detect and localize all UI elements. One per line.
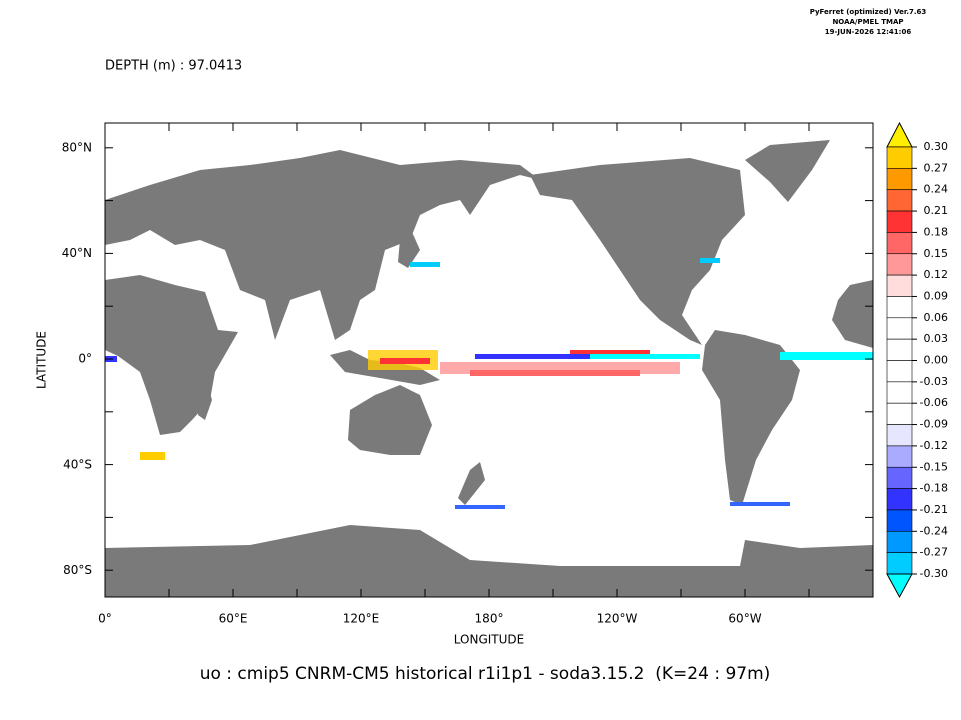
colorbar-label: 0.21 bbox=[924, 204, 949, 217]
land bbox=[832, 280, 873, 348]
caption: uo : cmip5 CNRM-CM5 historical r1i1p1 - … bbox=[200, 664, 771, 684]
depth-label: DEPTH (m) : 97.0413 bbox=[105, 59, 242, 74]
colorbar-cell bbox=[886, 360, 913, 383]
anomaly bbox=[140, 452, 165, 460]
software: PyFerret (optimized) Ver.7.63 bbox=[810, 8, 927, 16]
colorbar-label: 0.00 bbox=[924, 354, 949, 367]
anomaly bbox=[570, 350, 650, 354]
colorbar-label: -0.06 bbox=[920, 396, 948, 409]
colorbar-label: 0.24 bbox=[924, 183, 949, 196]
colorbar-cell bbox=[886, 424, 913, 447]
colorbar-cell bbox=[886, 232, 913, 255]
colorbar-label: 0.30 bbox=[924, 140, 949, 153]
colorbar-cell bbox=[886, 552, 913, 575]
colorbar-label: -0.12 bbox=[920, 439, 948, 452]
x-axis-title: LONGITUDE bbox=[454, 633, 524, 647]
y-axis-title: LATITUDE bbox=[35, 331, 49, 389]
colorbar-cell bbox=[886, 445, 913, 468]
colorbar-label: -0.21 bbox=[920, 503, 948, 516]
anomaly bbox=[590, 354, 700, 359]
org: NOAA/PMEL TMAP bbox=[832, 18, 903, 26]
x-tick-label: 60°E bbox=[219, 612, 248, 626]
colorbar-triangle bbox=[886, 573, 913, 599]
x-tick-label: 180° bbox=[475, 612, 504, 626]
ticks: 0° 60°E 120°E 180° 120°W 60°W 80°N 40°N 0° 40°S 80… bbox=[62, 123, 874, 626]
colorbar-cell bbox=[886, 253, 913, 276]
x-tick-label: 0° bbox=[98, 612, 112, 626]
anomaly bbox=[700, 258, 720, 263]
land bbox=[398, 232, 420, 268]
land bbox=[105, 525, 873, 597]
map bbox=[104, 122, 874, 598]
colorbar-cell bbox=[886, 530, 913, 553]
colorbar-cell bbox=[886, 146, 913, 169]
x-tick-label: 60°W bbox=[728, 612, 761, 626]
anomaly bbox=[780, 352, 873, 360]
colorbar-label: -0.09 bbox=[920, 418, 948, 431]
anomaly bbox=[470, 370, 640, 376]
colorbar-label: 0.12 bbox=[924, 268, 949, 281]
colorbar: 0.30 0.27 0.24 0.21 0.18 0.15 0.12 0.09 0.06 0.03… bbox=[886, 121, 949, 599]
colorbar-label: -0.15 bbox=[920, 460, 948, 473]
anomaly bbox=[410, 262, 440, 267]
colorbar-cell bbox=[886, 210, 913, 233]
colorbar-label: -0.27 bbox=[920, 546, 948, 559]
colorbar-cell bbox=[886, 274, 913, 297]
y-tick-label: 0° bbox=[78, 352, 92, 366]
y-tick-label: 40°S bbox=[63, 457, 92, 471]
x-tick-label: 120°E bbox=[343, 612, 380, 626]
anomaly bbox=[455, 505, 505, 509]
colorbar-cell bbox=[886, 296, 913, 319]
colorbar-cell bbox=[886, 466, 913, 489]
colorbar-label: 0.06 bbox=[924, 311, 949, 324]
colorbar-label: -0.18 bbox=[920, 482, 948, 495]
colorbar-label: -0.30 bbox=[920, 567, 948, 580]
colorbar-label: 0.18 bbox=[924, 225, 949, 238]
colorbar-label: 0.09 bbox=[924, 289, 949, 302]
land bbox=[105, 150, 540, 340]
anomaly bbox=[380, 358, 430, 364]
land bbox=[702, 330, 800, 505]
timestamp: 19-JUN-2026 12:41:06 bbox=[825, 28, 912, 36]
colorbar-label: 0.15 bbox=[924, 247, 949, 260]
colorbar-cell bbox=[886, 402, 913, 425]
colorbar-cell bbox=[886, 189, 913, 212]
colorbar-cell bbox=[886, 381, 913, 404]
colorbar-label: -0.03 bbox=[920, 375, 948, 388]
colorbar-cell bbox=[886, 488, 913, 511]
colorbar-cell bbox=[886, 317, 913, 340]
y-tick-label: 40°N bbox=[62, 246, 92, 260]
land bbox=[458, 462, 485, 505]
colorbar-cell bbox=[886, 509, 913, 532]
colorbar-label: -0.24 bbox=[920, 524, 948, 537]
y-tick-label: 80°S bbox=[63, 563, 92, 577]
colorbar-triangle bbox=[886, 121, 913, 148]
colorbar-cell bbox=[886, 168, 913, 191]
colorbar-cell bbox=[886, 338, 913, 361]
y-tick-label: 80°N bbox=[62, 141, 92, 155]
land bbox=[348, 385, 432, 455]
land bbox=[530, 158, 745, 345]
land bbox=[198, 385, 212, 420]
anomaly bbox=[730, 502, 790, 506]
anomaly bbox=[475, 354, 700, 359]
colorbar-label: 0.27 bbox=[924, 161, 949, 174]
colorbar-label: 0.03 bbox=[924, 332, 949, 345]
land bbox=[745, 140, 830, 202]
x-tick-label: 120°W bbox=[597, 612, 638, 626]
